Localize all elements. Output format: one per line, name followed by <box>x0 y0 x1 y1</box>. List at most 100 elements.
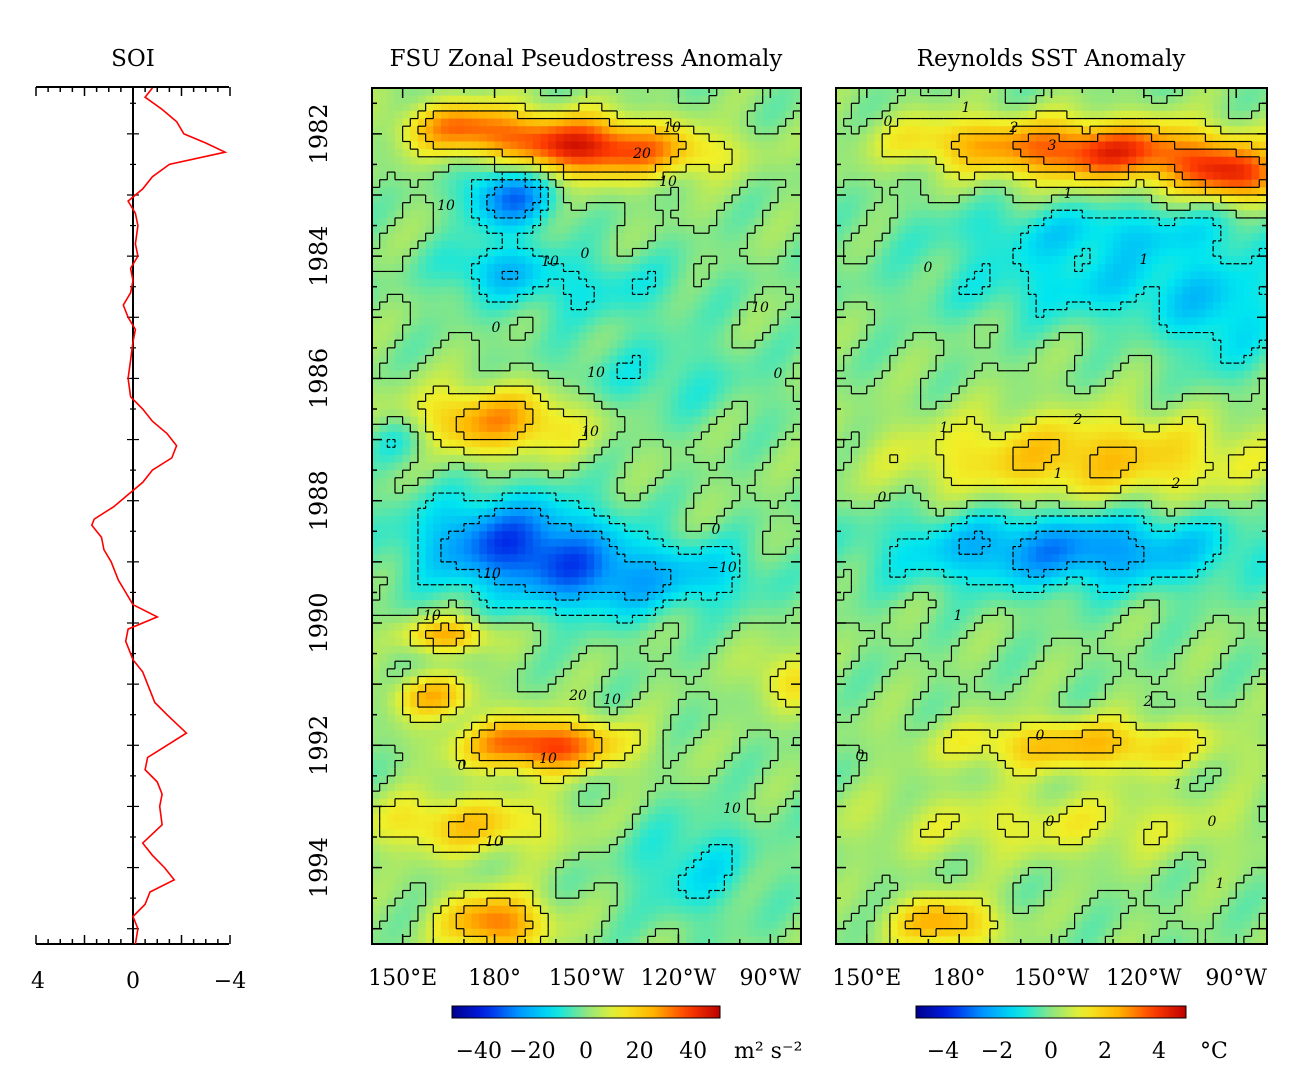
heatmap-cell <box>778 279 787 288</box>
heatmap-cell <box>548 684 557 693</box>
heatmap-cell <box>655 103 664 112</box>
heatmap-cell <box>509 240 519 250</box>
heatmap-cell <box>463 722 473 731</box>
heatmap-cell <box>494 462 503 471</box>
heatmap-cell <box>785 302 794 311</box>
fsu-panel: FSU Zonal Pseudostress Anomaly 150°E 180°… <box>368 46 802 1064</box>
heatmap-cell <box>655 172 664 181</box>
heatmap-cell <box>709 653 718 662</box>
heatmap-cell <box>686 126 695 135</box>
heatmap-cell <box>755 500 764 509</box>
heatmap-cell <box>555 500 565 509</box>
heatmap-cell <box>778 668 787 678</box>
heatmap-cell <box>379 707 388 716</box>
heatmap-cell <box>387 516 396 525</box>
heatmap-cell <box>732 439 741 448</box>
heatmap-cell <box>755 684 764 693</box>
heatmap-cell <box>778 370 787 380</box>
heatmap-cell <box>433 676 442 685</box>
heatmap-cell <box>563 546 572 555</box>
heatmap-cell <box>502 714 511 723</box>
heatmap-cell <box>732 233 741 242</box>
heatmap-cell <box>448 516 457 525</box>
heatmap-cell <box>440 309 450 318</box>
heatmap-cell <box>440 538 450 548</box>
heatmap-cell <box>417 378 427 387</box>
heatmap-cell <box>509 347 519 357</box>
heatmap-cell <box>632 615 641 624</box>
heatmap-cell <box>379 141 388 150</box>
heatmap-cell <box>502 340 511 349</box>
heatmap-cell <box>624 355 634 364</box>
heatmap-cell <box>563 653 572 662</box>
heatmap-cell <box>456 187 465 196</box>
heatmap-cell <box>379 431 388 441</box>
heatmap-cell <box>747 210 756 219</box>
heatmap-cell <box>617 508 626 517</box>
heatmap-cell <box>663 263 672 273</box>
heatmap-cell <box>663 493 672 502</box>
heatmap-cell <box>609 561 618 571</box>
heatmap-cell <box>770 187 779 196</box>
heatmap-cell <box>793 546 801 555</box>
heatmap-cell <box>594 202 603 211</box>
heatmap-cell <box>739 668 748 678</box>
heatmap-cell <box>601 485 611 494</box>
fsu-heatmap <box>372 88 801 944</box>
heatmap-cell <box>732 309 741 318</box>
heatmap-cell <box>609 623 618 632</box>
heatmap-cell <box>509 202 519 211</box>
heatmap-cell <box>525 363 534 372</box>
heatmap-cell <box>716 110 725 120</box>
heatmap-cell <box>379 607 388 616</box>
heatmap-cell <box>785 661 794 670</box>
heatmap-cell <box>663 141 672 150</box>
heatmap-cell <box>778 317 787 326</box>
heatmap-cell <box>509 317 519 326</box>
heatmap-cell <box>594 661 603 670</box>
heatmap-cell <box>433 447 442 456</box>
heatmap-cell <box>563 477 572 487</box>
heatmap-cell <box>601 271 611 280</box>
heatmap-cell <box>456 317 465 326</box>
heatmap-cell <box>410 554 419 563</box>
heatmap-cell <box>479 707 488 716</box>
heatmap-cell <box>586 431 595 441</box>
heatmap-cell <box>678 653 687 662</box>
heatmap-cell <box>632 745 641 754</box>
heatmap-cell <box>548 745 557 754</box>
heatmap-cell <box>463 485 473 494</box>
heatmap-cell <box>670 210 680 219</box>
heatmap-cell <box>670 118 680 127</box>
heatmap-cell <box>724 240 733 250</box>
heatmap-cell <box>739 508 748 517</box>
heatmap-cell <box>632 569 641 578</box>
heatmap-cell <box>509 355 519 364</box>
heatmap-cell <box>517 592 526 601</box>
heatmap-cell <box>463 225 473 234</box>
heatmap-cell <box>571 279 580 288</box>
heatmap-cell <box>540 691 549 701</box>
heatmap-cell <box>471 88 480 97</box>
heatmap-cell <box>686 623 695 632</box>
heatmap-cell <box>747 592 756 601</box>
heatmap-cell <box>609 653 618 662</box>
heatmap-cell <box>709 88 718 97</box>
heatmap-cell <box>479 263 488 273</box>
heatmap-cell <box>509 424 519 433</box>
heatmap-cell <box>456 164 465 173</box>
heatmap-cell <box>532 691 542 701</box>
heatmap-cell <box>686 133 695 143</box>
heatmap-cell <box>448 745 457 754</box>
heatmap-cell <box>372 584 381 594</box>
heatmap-cell <box>747 439 756 448</box>
heatmap-cell <box>670 263 680 273</box>
heatmap-cell <box>578 661 588 670</box>
heatmap-cell <box>486 584 496 594</box>
heatmap-cell <box>709 416 718 425</box>
heatmap-cell <box>486 439 496 448</box>
heatmap-cell <box>525 508 534 517</box>
heatmap-cell <box>647 286 657 295</box>
heatmap-cell <box>601 638 611 647</box>
heatmap-cell <box>732 164 741 173</box>
